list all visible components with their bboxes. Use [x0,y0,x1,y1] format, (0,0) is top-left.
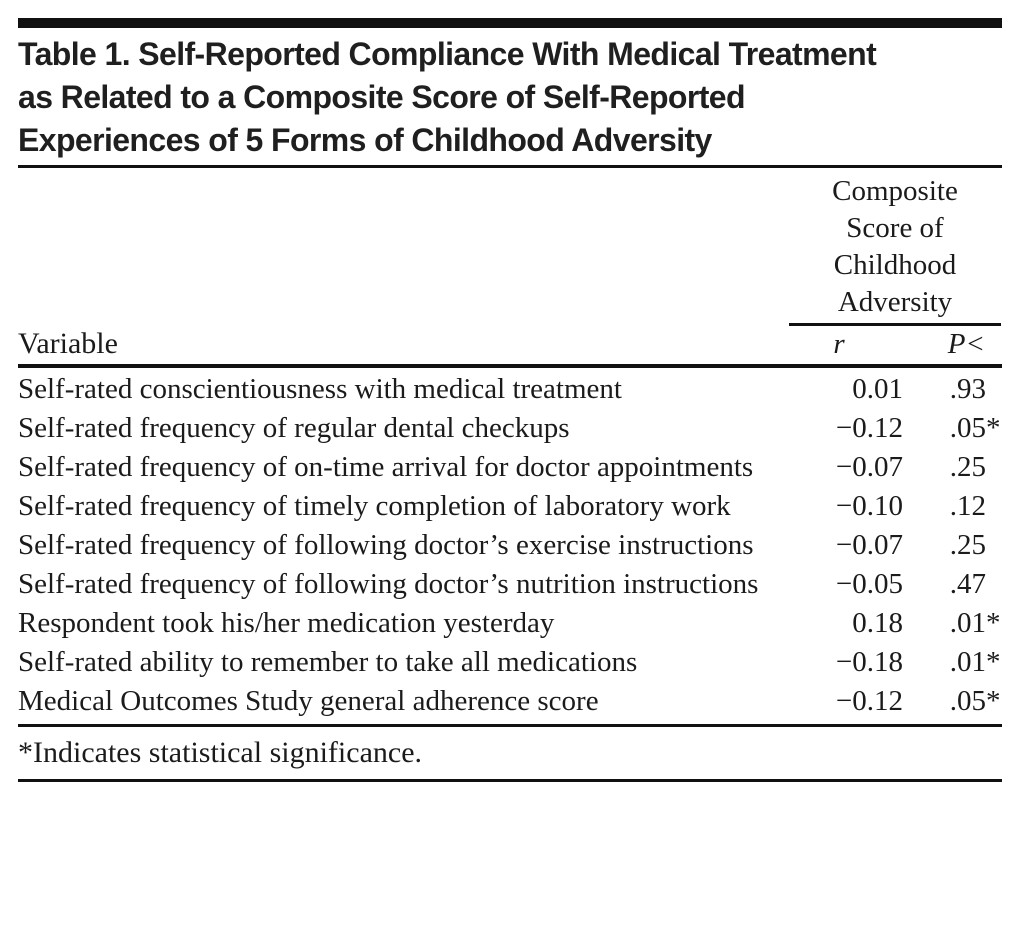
row-r-value: 0.18 [852,607,903,639]
table-row: Medical Outcomes Study general adherence… [18,682,1002,721]
table-row: Respondent took his/her medication yeste… [18,604,1002,643]
row-p-value: .05* [949,412,1001,444]
table-row: Self-rated frequency of following doctor… [18,565,1002,604]
p-number: .25 [949,529,986,561]
p-number: .47 [949,568,986,600]
row-p-value: .25 [907,448,1002,487]
title-divider-rule [18,165,1002,168]
row-p-value: .12 [907,487,1002,526]
column-group: Composite Score of Childhood Adversity r… [789,173,1001,362]
p-number: .05 [949,412,986,444]
table-row: Self-rated conscientiousness with medica… [18,370,1002,409]
table-footnote: *Indicates statistical significance. [18,736,423,769]
column-subheaders: r P< [789,326,1001,362]
row-p-value: .01* [949,646,1001,678]
row-variable: Self-rated ability to remember to take a… [18,646,638,678]
p-number: .01 [949,607,986,639]
row-variable: Self-rated frequency of following doctor… [18,529,754,561]
table-header: Variable Composite Score of Childhood Ad… [18,168,1002,364]
row-variable: Medical Outcomes Study general adherence… [18,685,599,717]
column-header-p: P< [947,328,985,360]
row-r-value: −0.07 [835,451,903,483]
row-variable: Self-rated frequency of regular dental c… [18,412,570,444]
table-title: Table 1. Self-Reported Compliance With M… [18,36,877,158]
column-group-label: Composite Score of Childhood Adversity [832,175,958,318]
row-r-value: −0.10 [835,490,903,522]
table-row: Self-rated frequency of on-time arrival … [18,448,1002,487]
row-r-value: 0.01 [852,373,903,405]
bottom-divider-rule [18,779,1002,782]
table-row: Self-rated ability to remember to take a… [18,643,1002,682]
footnote-divider-rule [18,724,1002,727]
row-r-value: −0.12 [835,412,903,444]
table-row: Self-rated frequency of following doctor… [18,526,1002,565]
row-p-value: .25 [907,526,1002,565]
row-r-value: −0.18 [835,646,903,678]
row-p-value: .47 [907,565,1002,604]
row-r-value: −0.07 [835,529,903,561]
row-variable: Self-rated frequency of timely completio… [18,490,731,522]
p-number: .12 [949,490,986,522]
row-variable: Self-rated frequency of on-time arrival … [18,451,754,483]
table-row: Self-rated frequency of timely completio… [18,487,1002,526]
top-divider-bar [18,18,1002,28]
p-number: .01 [949,646,986,678]
row-p-value: .05* [949,685,1001,717]
table-row: Self-rated frequency of regular dental c… [18,409,1002,448]
row-variable: Self-rated frequency of following doctor… [18,568,759,600]
header-divider-rule [18,364,1002,368]
table-content: Table 1. Self-Reported Compliance With M… [0,18,1017,782]
column-header-variable: Variable [18,327,118,360]
row-r-value: −0.12 [835,685,903,717]
p-number: .25 [949,451,986,483]
row-variable: Respondent took his/her medication yeste… [18,607,555,639]
p-number: .93 [949,373,986,405]
row-p-value: .93 [907,370,1002,409]
row-p-value: .01* [949,607,1001,639]
p-number: .05 [949,685,986,717]
column-header-r: r [833,328,845,360]
table-body: Self-rated conscientiousness with medica… [18,368,1002,724]
row-variable: Self-rated conscientiousness with medica… [18,373,622,405]
column-group-rule [789,323,1001,326]
row-r-value: −0.05 [835,568,903,600]
